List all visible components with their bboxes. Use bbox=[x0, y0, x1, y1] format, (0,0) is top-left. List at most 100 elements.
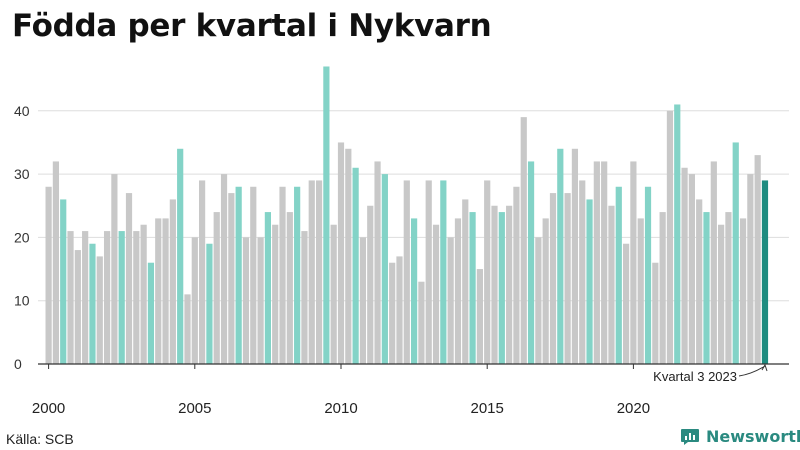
bar bbox=[213, 212, 220, 364]
bar bbox=[228, 193, 235, 364]
bar bbox=[199, 180, 206, 364]
bar bbox=[622, 243, 630, 364]
bar bbox=[688, 174, 695, 364]
y-tick-label: 10 bbox=[14, 293, 30, 309]
bar bbox=[425, 180, 432, 364]
bar bbox=[418, 281, 425, 364]
bar bbox=[374, 161, 381, 364]
bar bbox=[74, 250, 81, 364]
bar bbox=[294, 186, 301, 364]
bar bbox=[652, 262, 659, 364]
x-tick-label: 2010 bbox=[324, 400, 357, 417]
brand-name: Newsworthy bbox=[706, 427, 800, 446]
bar bbox=[118, 231, 125, 364]
bar bbox=[396, 256, 403, 364]
bar bbox=[301, 231, 308, 364]
bar bbox=[133, 231, 140, 364]
bar bbox=[220, 174, 228, 364]
bar bbox=[323, 66, 330, 365]
bar bbox=[82, 231, 89, 364]
bar bbox=[601, 161, 608, 364]
bar bbox=[469, 212, 476, 364]
annotation-arrow bbox=[738, 365, 766, 377]
bar bbox=[367, 205, 374, 364]
bar bbox=[235, 186, 242, 364]
bar bbox=[696, 199, 703, 364]
bar bbox=[52, 161, 60, 364]
bar bbox=[315, 180, 323, 364]
bar bbox=[177, 148, 184, 364]
bar bbox=[257, 237, 264, 364]
bar bbox=[491, 205, 498, 364]
bar bbox=[542, 218, 549, 364]
bar bbox=[111, 174, 118, 364]
bar bbox=[703, 212, 710, 364]
bar bbox=[586, 199, 593, 364]
bar bbox=[411, 218, 418, 364]
bar bbox=[527, 161, 535, 364]
bar bbox=[520, 117, 527, 364]
y-tick-label: 0 bbox=[14, 356, 22, 372]
bar bbox=[674, 104, 681, 364]
bar bbox=[608, 205, 615, 364]
y-tick-label: 30 bbox=[14, 166, 30, 182]
bar bbox=[381, 174, 388, 364]
newsworthy-logo-icon bbox=[681, 428, 699, 445]
bar bbox=[718, 224, 725, 364]
bar bbox=[498, 212, 505, 364]
bar bbox=[89, 243, 96, 364]
bar bbox=[440, 180, 447, 364]
annotation-arrowhead bbox=[761, 363, 768, 372]
bar bbox=[184, 294, 191, 364]
bar bbox=[279, 186, 286, 364]
bar bbox=[615, 186, 622, 364]
bar bbox=[191, 237, 198, 364]
y-tick-label: 40 bbox=[14, 103, 30, 119]
bar bbox=[389, 262, 396, 364]
bar bbox=[710, 161, 717, 364]
bar bbox=[637, 218, 644, 364]
bar bbox=[242, 237, 250, 364]
bar bbox=[432, 224, 440, 364]
bar bbox=[454, 218, 462, 364]
bar bbox=[352, 167, 359, 364]
bar bbox=[659, 212, 666, 364]
bar bbox=[747, 174, 754, 364]
bar bbox=[155, 218, 162, 364]
bar bbox=[761, 180, 769, 364]
bar bbox=[162, 218, 169, 364]
chart-title: Födda per kvartal i Nykvarn bbox=[12, 8, 492, 44]
bar bbox=[732, 142, 739, 364]
bar bbox=[330, 224, 337, 364]
bar bbox=[60, 199, 67, 364]
bar bbox=[45, 186, 52, 364]
bar bbox=[644, 186, 652, 364]
bar bbox=[125, 193, 133, 364]
bar bbox=[739, 218, 747, 364]
bar bbox=[337, 142, 345, 364]
brand-logo[interactable]: Newsworthy bbox=[680, 427, 800, 446]
bar bbox=[286, 212, 293, 364]
bar bbox=[250, 186, 257, 364]
x-tick-label: 2015 bbox=[471, 400, 504, 417]
bar bbox=[549, 193, 557, 364]
bar bbox=[579, 180, 586, 364]
bar bbox=[169, 199, 176, 364]
bar bbox=[308, 180, 315, 364]
bar bbox=[140, 224, 147, 364]
bar bbox=[462, 199, 469, 364]
bar bbox=[535, 237, 542, 364]
bar bbox=[571, 148, 579, 364]
bar bbox=[506, 205, 513, 364]
bar bbox=[96, 256, 103, 364]
bars bbox=[45, 66, 769, 365]
bar bbox=[272, 224, 279, 364]
bar bbox=[513, 186, 520, 364]
y-tick-label: 20 bbox=[14, 229, 30, 245]
bar bbox=[681, 167, 688, 364]
bar bbox=[345, 148, 352, 364]
bar bbox=[666, 110, 674, 364]
x-tick-label: 2020 bbox=[617, 400, 650, 417]
bar bbox=[264, 212, 271, 364]
